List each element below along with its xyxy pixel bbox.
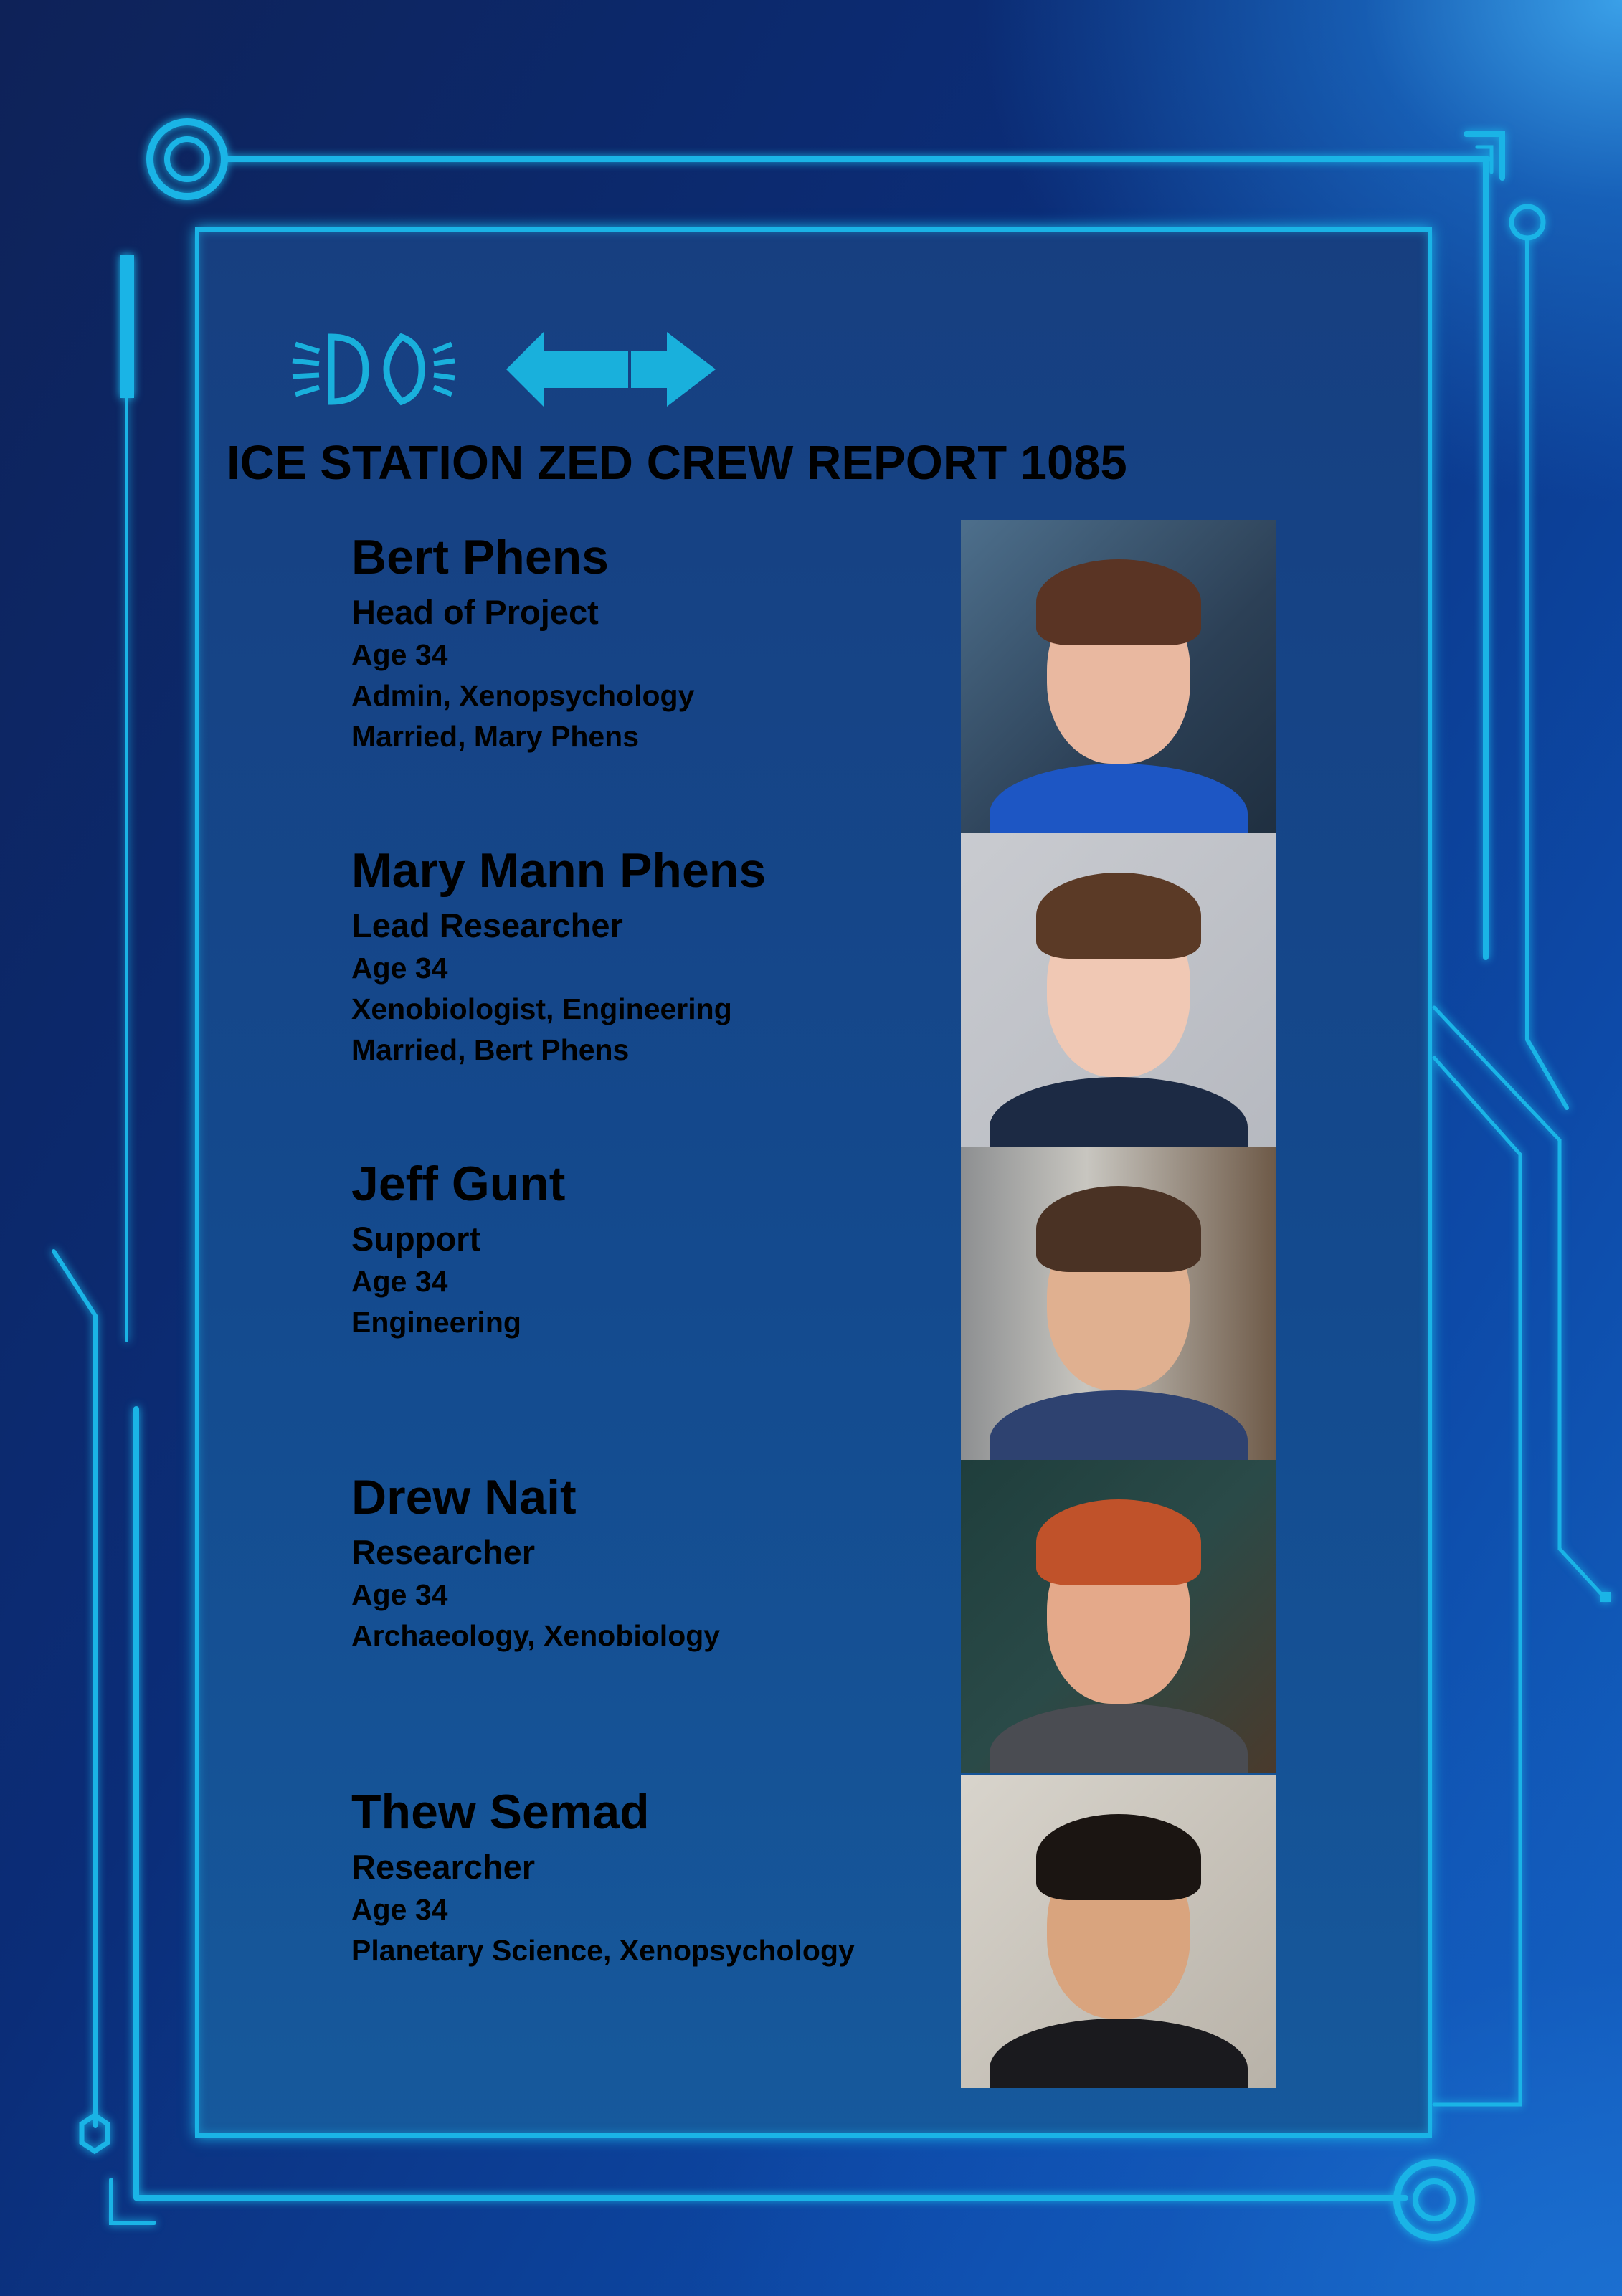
crew-age: Age 34: [351, 1578, 448, 1611]
crew-entry: Jeff Gunt Support Age 34 Engineering: [351, 1147, 1276, 1460]
crew-age: Age 34: [351, 952, 448, 985]
crew-status: Married, Bert Phens: [351, 1033, 630, 1066]
crew-entry: Mary Mann Phens Lead Researcher Age 34 X…: [351, 833, 1276, 1147]
crew-photo: [961, 1460, 1276, 1773]
crew-name: Mary Mann Phens: [351, 843, 767, 898]
top-right-bracket: [1464, 131, 1505, 181]
arrow-left-icon[interactable]: [506, 332, 628, 407]
report-title: ICE STATION ZED CREW REPORT 1085: [227, 436, 1127, 490]
crew-name: Bert Phens: [351, 530, 609, 584]
crew-specialty: Archaeology, Xenobiology: [351, 1619, 721, 1652]
crew-role: Researcher: [351, 1533, 536, 1571]
arrow-right-shaft: [631, 351, 667, 388]
crew-photo: [961, 520, 1276, 833]
crew-age: Age 34: [351, 1893, 448, 1926]
crew-age: Age 34: [351, 1265, 448, 1298]
crew-photo: [961, 1147, 1276, 1460]
crew-name: Jeff Gunt: [351, 1157, 566, 1211]
crew-name: Thew Semad: [351, 1785, 650, 1839]
top-left-node-icon: [146, 118, 228, 200]
crew-specialty: Admin, Xenopsychology: [351, 679, 695, 712]
crew-entry: Drew Nait Researcher Age 34 Archaeology,…: [351, 1460, 1276, 1773]
arrow-right-head: [667, 332, 716, 407]
crew-specialty: Xenobiologist, Engineering: [351, 992, 732, 1025]
crew-entry: Thew Semad Researcher Age 34 Planetary S…: [351, 1775, 1276, 2088]
crew-age: Age 34: [351, 638, 448, 671]
crew-role: Lead Researcher: [351, 906, 623, 944]
crew-name: Drew Nait: [351, 1470, 577, 1524]
crew-role: Head of Project: [351, 593, 599, 631]
crew-specialty: Engineering: [351, 1306, 521, 1339]
crew-photo: [961, 1775, 1276, 2088]
right-outer-line: [1525, 238, 1569, 1110]
crew-entry: Bert Phens Head of Project Age 34 Admin,…: [351, 520, 1276, 833]
headlight-icon: [292, 333, 455, 406]
bottom-left-node-icon: [79, 2112, 110, 2155]
right-node-icon: [1509, 204, 1546, 241]
crew-role: Support: [351, 1220, 481, 1258]
toolbar: [292, 332, 716, 407]
crew-status: Married, Mary Phens: [351, 720, 640, 753]
crew-photo: [961, 833, 1276, 1147]
crew-role: Researcher: [351, 1848, 536, 1886]
crew-specialty: Planetary Science, Xenopsychology: [351, 1934, 855, 1967]
bottom-right-node-icon: [1393, 2159, 1475, 2241]
